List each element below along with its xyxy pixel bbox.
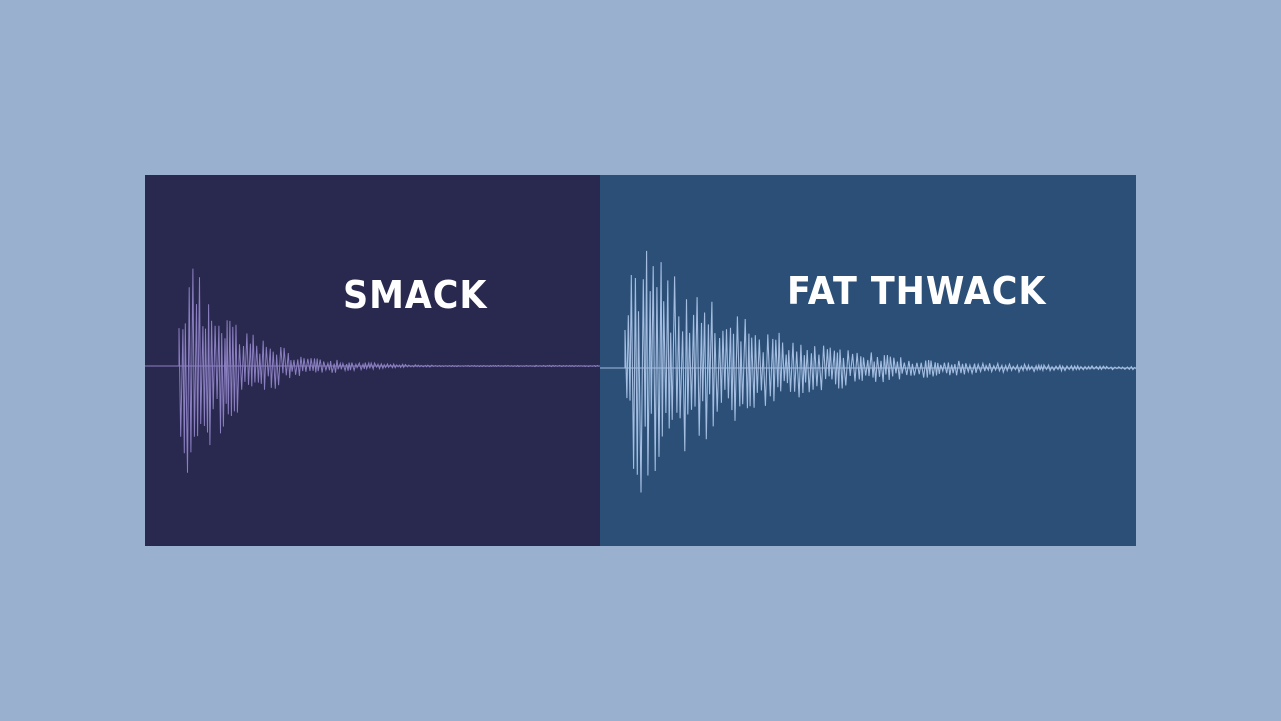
panel-fat-thwack: FAT THWACK [600,175,1136,546]
label-smack: SMACK [343,273,488,317]
panel-smack: SMACK [145,175,600,546]
waveform-smack [145,268,600,473]
label-fat-thwack: FAT THWACK [787,269,1047,313]
waveform-fat-thwack [600,250,1136,493]
waveform-trace [600,250,1136,493]
